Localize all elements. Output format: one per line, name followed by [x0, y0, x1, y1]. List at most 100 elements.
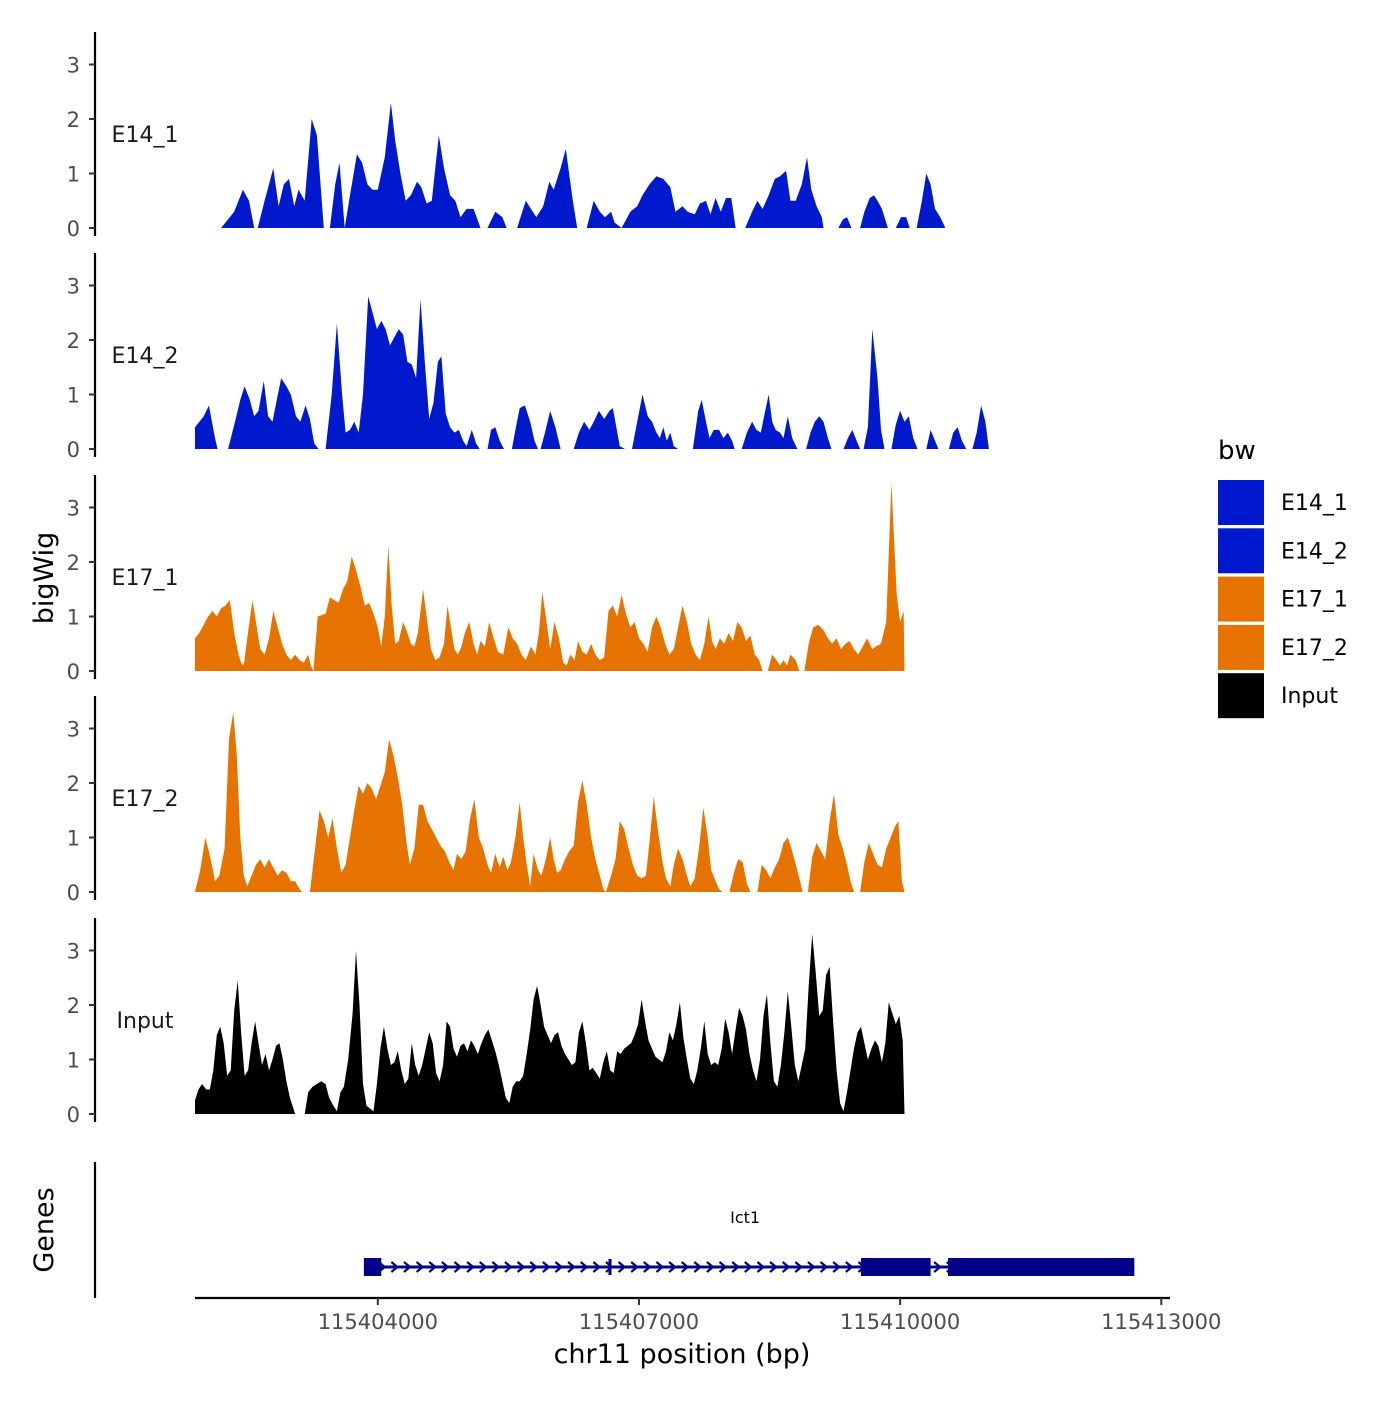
gene-models: Ict1 [363, 1208, 1135, 1276]
strand-arrow [718, 1261, 728, 1273]
gene-Ict1: Ict1 [363, 1208, 1135, 1276]
y-tick-label: 0 [67, 881, 80, 905]
y-tick-label: 3 [67, 497, 80, 521]
gene-label: Ict1 [730, 1208, 760, 1227]
track-label: E17_1 [112, 566, 179, 591]
track-E17_1: 0 1 2 3 E17_1 [67, 475, 905, 684]
legend-swatch [1218, 624, 1264, 670]
gene-exon [363, 1258, 382, 1276]
y-tick-label: 2 [67, 994, 80, 1018]
strand-arrow [428, 1261, 437, 1273]
strand-arrow [731, 1261, 740, 1273]
genes-panel: Genes Ict1 [29, 1162, 1135, 1298]
legend-title: bw [1218, 436, 1256, 466]
strand-arrow [415, 1261, 425, 1273]
strand-arrow [504, 1261, 513, 1273]
legend-label: Input [1281, 684, 1338, 709]
strand-arrow [769, 1261, 778, 1273]
x-tick-label: 115407000 [579, 1310, 699, 1334]
track-label: E14_1 [112, 123, 179, 148]
strand-arrow [453, 1261, 463, 1273]
y-tick-label: 1 [67, 827, 80, 851]
y-tick-label: 2 [67, 772, 80, 796]
strand-arrow [567, 1261, 576, 1273]
strand-arrow [617, 1261, 627, 1273]
x-tick-label: 115413000 [1101, 1310, 1221, 1334]
strand-arrow [807, 1261, 816, 1273]
genes-axis-label: Genes [29, 1187, 60, 1272]
y-tick-label: 3 [67, 718, 80, 742]
strand-arrow [630, 1261, 639, 1273]
strand-arrow [668, 1261, 677, 1273]
y-axis-label: bigWig [29, 532, 60, 625]
x-ticks: 115404000 115407000 115410000 115413000 [318, 1298, 1221, 1334]
strand-arrow [819, 1261, 829, 1273]
strand-arrow [794, 1261, 803, 1273]
strand-arrow [693, 1261, 703, 1273]
track-E14_1: 0 1 2 3 E14_1 [67, 32, 946, 241]
legend-swatch [1218, 673, 1264, 719]
strand-arrow [933, 1261, 942, 1273]
legend-item-Input: Input [1218, 673, 1338, 719]
strand-arrow [542, 1261, 551, 1273]
y-tick-label: 2 [67, 551, 80, 575]
legend: bw E14_1 E14_2 E17_1 E17_2 Input [1218, 436, 1348, 719]
signal-area-E14_1 [221, 102, 946, 228]
strand-arrow [466, 1261, 475, 1273]
x-axis-title: chr11 position (bp) [554, 1339, 811, 1370]
track-label: E14_2 [112, 344, 179, 369]
legend-item-E14_2: E14_2 [1218, 528, 1348, 574]
strand-arrow [592, 1261, 602, 1273]
y-tick-label: 3 [67, 54, 80, 78]
strand-arrow [655, 1261, 665, 1273]
gene-exon [608, 1259, 612, 1275]
y-tick-label: 0 [67, 660, 80, 684]
legend-entries: E14_1 E14_2 E17_1 E17_2 Input [1218, 480, 1348, 719]
strand-arrow [744, 1261, 753, 1273]
strand-arrow [579, 1261, 589, 1273]
strand-arrow [845, 1261, 854, 1273]
y-tick-label: 1 [67, 163, 80, 187]
x-axis: 115404000 115407000 115410000 115413000 chr… [195, 1296, 1221, 1370]
strand-arrow [706, 1261, 715, 1273]
legend-label: E14_2 [1281, 539, 1348, 564]
y-tick-label: 1 [67, 384, 80, 408]
gene-exon [948, 1258, 1135, 1276]
y-tick-label: 1 [67, 606, 80, 630]
signal-area-E17_2 [195, 712, 905, 892]
legend-label: E17_2 [1281, 636, 1348, 661]
track-label: E17_2 [112, 787, 179, 812]
legend-item-E17_2: E17_2 [1218, 624, 1348, 670]
legend-item-E14_1: E14_1 [1218, 480, 1348, 525]
y-tick-label: 2 [67, 108, 80, 132]
y-tick-label: 3 [67, 275, 80, 299]
signal-area-Input [195, 934, 905, 1114]
track-E17_2: 0 1 2 3 E17_2 [67, 696, 905, 905]
strand-arrow [491, 1261, 501, 1273]
strand-arrow [554, 1261, 564, 1273]
track-panels: 0 1 2 3 E14_1 0 1 2 3 E14_2 0 1 2 3 E17_1 0 1 2 3 E17_2 0 1 2 3… [67, 32, 989, 1127]
y-tick-label: 0 [67, 217, 80, 241]
strand-arrow [403, 1261, 412, 1273]
y-tick-label: 0 [67, 1103, 80, 1127]
strand-arrow [516, 1261, 526, 1273]
strand-arrow [781, 1261, 791, 1273]
y-tick-label: 2 [67, 329, 80, 353]
gene-exon [860, 1258, 931, 1276]
y-tick-label: 3 [67, 940, 80, 964]
track-E14_2: 0 1 2 3 E14_2 [67, 253, 989, 462]
x-tick-label: 115404000 [318, 1310, 438, 1334]
strand-arrow [832, 1261, 841, 1273]
signal-area-E14_2 [195, 296, 989, 449]
strand-arrow [441, 1261, 450, 1273]
legend-label: E17_1 [1281, 588, 1348, 613]
strand-arrow [390, 1261, 400, 1273]
track-label: Input [117, 1009, 174, 1034]
signal-area-E17_1 [195, 483, 905, 671]
strand-arrow [605, 1261, 614, 1273]
legend-label: E14_1 [1281, 491, 1348, 516]
strand-arrow [479, 1261, 488, 1273]
track-Input: 0 1 2 3 Input [67, 918, 905, 1127]
